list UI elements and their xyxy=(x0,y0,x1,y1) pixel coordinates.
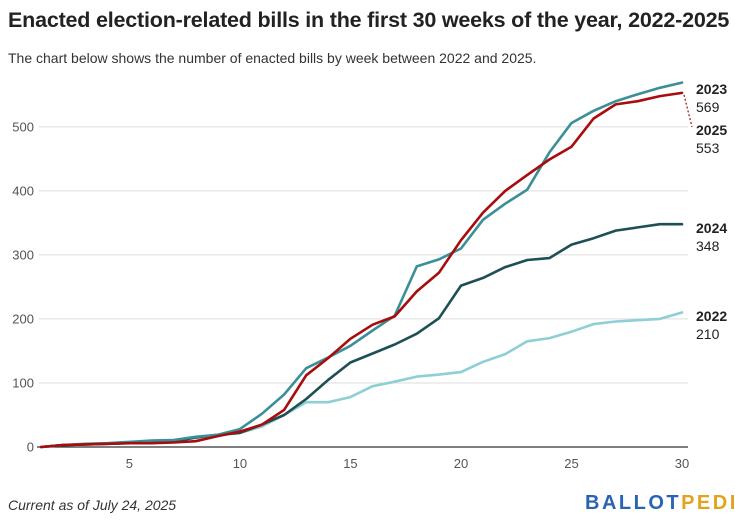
x-tick-label: 15 xyxy=(343,456,357,471)
x-tick-label: 30 xyxy=(675,456,689,471)
series-name-label-2024: 2024 xyxy=(696,220,727,236)
series-name-label-2023: 2023 xyxy=(696,81,727,97)
series-value-label-2024: 348 xyxy=(696,238,720,254)
series-name-label-2025: 2025 xyxy=(696,122,727,138)
series-name-label-2022: 2022 xyxy=(696,308,727,324)
y-tick-label: 200 xyxy=(12,311,34,326)
series-end-labels: 2022 210 2023 569 2024 348 2025 553 xyxy=(683,81,727,342)
x-tick-label: 20 xyxy=(454,456,468,471)
series-line-2023 xyxy=(39,81,684,449)
leader-line-2025 xyxy=(683,94,693,128)
y-tick-label: 0 xyxy=(27,440,34,455)
series-lines xyxy=(39,81,684,449)
y-tick-label: 300 xyxy=(12,247,34,262)
y-tick-label: 500 xyxy=(12,119,34,134)
chart-title: Enacted election-related bills in the fi… xyxy=(8,8,730,32)
axes: 0 100 200 300 400 500 5 10 15 20 25 30 xyxy=(12,119,689,471)
grid-lines xyxy=(39,126,688,384)
x-tick-label: 10 xyxy=(233,456,247,471)
series-value-label-2023: 569 xyxy=(696,99,720,115)
y-tick-label: 400 xyxy=(12,183,34,198)
current-as-of-note: Current as of July 24, 2025 xyxy=(8,497,177,513)
series-value-label-2022: 210 xyxy=(696,326,720,342)
logo-pedia-text: PEDIA xyxy=(681,492,735,514)
logo-ballot-text: BALLOT xyxy=(585,492,682,514)
ballotpedia-logo[interactable]: BALLOTPEDIA xyxy=(585,492,735,515)
y-tick-label: 100 xyxy=(12,375,34,390)
chart-subtitle: The chart below shows the number of enac… xyxy=(8,50,537,66)
x-tick-label: 25 xyxy=(564,456,578,471)
series-line-2024 xyxy=(39,222,684,449)
series-value-label-2025: 553 xyxy=(696,140,720,156)
series-line-2025 xyxy=(39,91,684,449)
x-tick-label: 5 xyxy=(126,456,133,471)
